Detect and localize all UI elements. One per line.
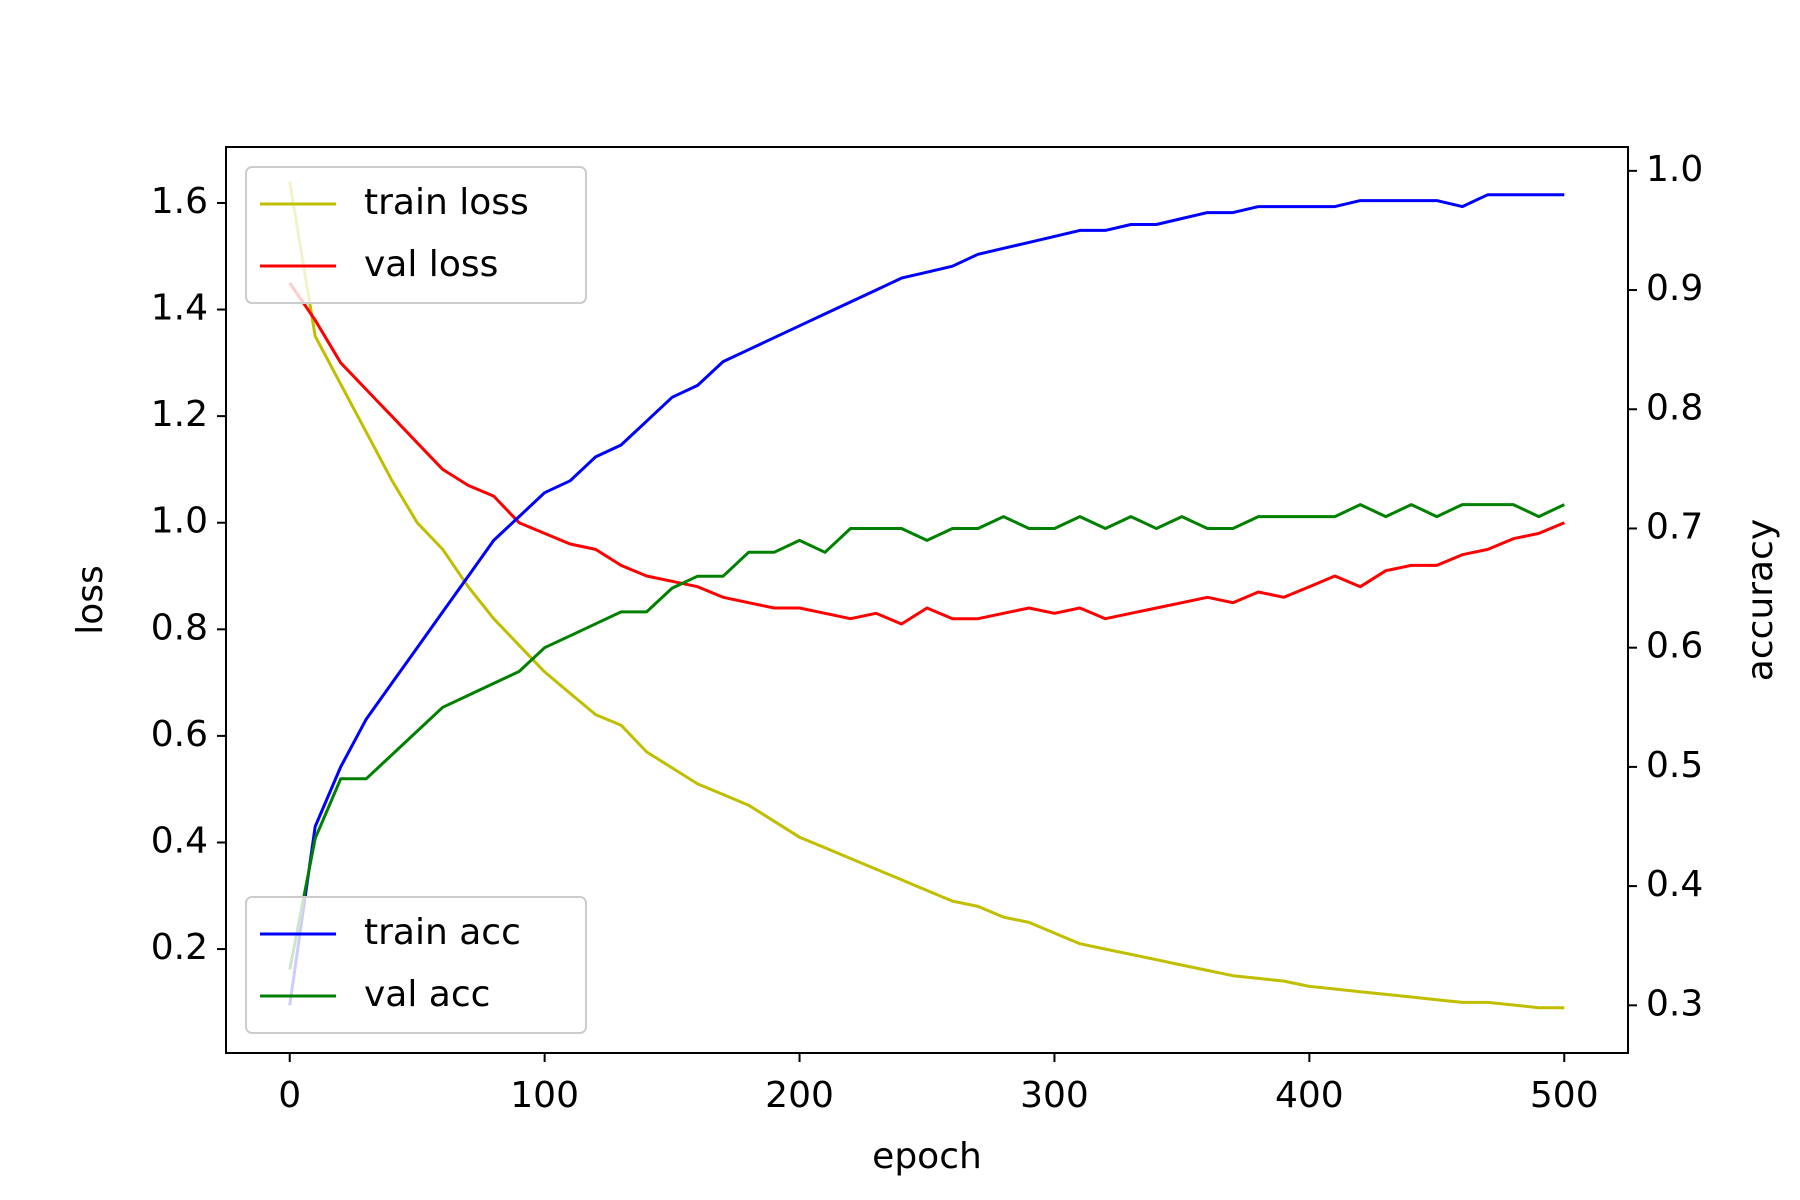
y2-tick-label: 1.0	[1646, 149, 1703, 190]
plot-frame	[225, 146, 1629, 1054]
y2-axis-label: accuracy	[1740, 519, 1781, 681]
y2-tick-label: 0.3	[1646, 983, 1703, 1024]
legend-label: train acc	[364, 912, 521, 953]
x-tick-label: 500	[1530, 1075, 1599, 1116]
y-tick-label: 0.2	[151, 927, 208, 968]
series-line	[288, 181, 1565, 1010]
series-line	[288, 193, 1565, 1006]
y2-tick-label: 0.4	[1646, 864, 1703, 905]
y-tick-label: 1.6	[151, 181, 208, 222]
x-tick-label: 200	[765, 1075, 834, 1116]
y2-tick-label: 0.9	[1646, 268, 1703, 309]
legend-box	[245, 896, 587, 1034]
legend-label: val loss	[364, 244, 498, 285]
x-tick-label: 300	[1020, 1075, 1089, 1116]
legend-box	[245, 166, 587, 304]
y-axis-label: loss	[70, 565, 111, 635]
y2-tick-label: 0.6	[1646, 626, 1703, 667]
series-line	[288, 282, 1565, 626]
y-tick-label: 1.4	[151, 288, 208, 329]
legend-label: train loss	[364, 182, 529, 223]
y-tick-label: 1.2	[151, 394, 208, 435]
x-tick-label: 0	[278, 1075, 301, 1116]
y2-tick-label: 0.8	[1646, 387, 1703, 428]
y-tick-label: 1.0	[151, 501, 208, 542]
x-axis-label: epoch	[872, 1136, 982, 1177]
series-line	[288, 503, 1565, 970]
y-tick-label: 0.6	[151, 714, 208, 755]
x-tick-label: 400	[1275, 1075, 1344, 1116]
y-tick-label: 0.8	[151, 607, 208, 648]
legend-label: val acc	[364, 974, 490, 1015]
x-tick-label: 100	[510, 1075, 579, 1116]
y2-tick-label: 0.5	[1646, 745, 1703, 786]
y2-tick-label: 0.7	[1646, 506, 1703, 547]
y-tick-label: 0.4	[151, 820, 208, 861]
